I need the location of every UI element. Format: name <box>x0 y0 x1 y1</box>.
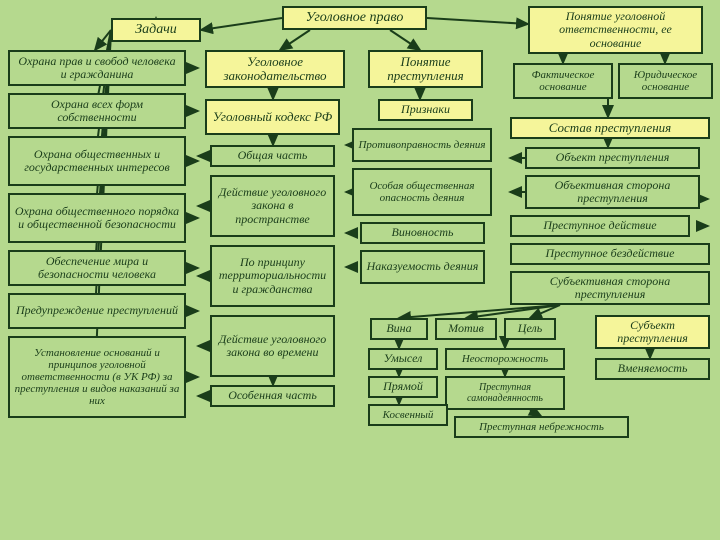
node-l1: Действие уголовного закона в пространств… <box>210 175 335 237</box>
node-t4: Охрана общественного порядка и обществен… <box>8 193 186 243</box>
node-t6: Предупреждение преступлений <box>8 293 186 329</box>
node-legis: Уголовное законодательство <box>205 50 345 88</box>
node-signs: Признаки <box>378 99 473 121</box>
node-s3: Виновность <box>360 222 485 244</box>
node-cel: Цель <box>504 318 556 340</box>
node-c5: Субъективная сторона преступления <box>510 271 710 305</box>
node-c3: Преступное действие <box>510 215 690 237</box>
node-c4: Преступное бездействие <box>510 243 710 265</box>
node-c2: Объективная сторона преступления <box>525 175 700 209</box>
node-neost: Неосторожность <box>445 348 565 370</box>
node-special: Особенная часть <box>210 385 335 407</box>
node-jur: Юридическое основание <box>618 63 713 99</box>
node-t3: Охрана общественных и государственных ин… <box>8 136 186 186</box>
node-fact: Фактическое основание <box>513 63 613 99</box>
node-motiv: Мотив <box>435 318 497 340</box>
node-t1: Охрана прав и свобод человека и граждани… <box>8 50 186 86</box>
node-resp: Понятие уголовной ответственности, ее ос… <box>528 6 703 54</box>
node-codex: Уголовный кодекс РФ <box>205 99 340 135</box>
node-subj: Субъект преступления <box>595 315 710 349</box>
node-s2: Особая общественная опасность деяния <box>352 168 492 216</box>
node-l3: Действие уголовного закона во времени <box>210 315 335 377</box>
node-samon: Преступная самонадеянность <box>445 376 565 410</box>
node-root: Уголовное право <box>282 6 427 30</box>
node-t2: Охрана всех форм собственности <box>8 93 186 129</box>
node-crime: Понятие преступления <box>368 50 483 88</box>
node-s1: Противоправность деяния <box>352 128 492 162</box>
node-l2: По принципу террито­ри­альности и гражда… <box>210 245 335 307</box>
node-s4: Наказуемость деяния <box>360 250 485 284</box>
node-pryam: Прямой <box>368 376 438 398</box>
node-c1: Объект преступления <box>525 147 700 169</box>
node-nebr: Преступная небрежность <box>454 416 629 438</box>
node-general: Общая часть <box>210 145 335 167</box>
node-kosv: Косвенный <box>368 404 448 426</box>
node-umysel: Умысел <box>368 348 438 370</box>
node-compose: Состав преступления <box>510 117 710 139</box>
node-t7: Установление оснований и принципов уголо… <box>8 336 186 418</box>
node-t5: Обеспечение мира и безопасности человека <box>8 250 186 286</box>
node-vmen: Вменяемость <box>595 358 710 380</box>
node-vina: Вина <box>370 318 428 340</box>
node-tasks: Задачи <box>111 18 201 42</box>
